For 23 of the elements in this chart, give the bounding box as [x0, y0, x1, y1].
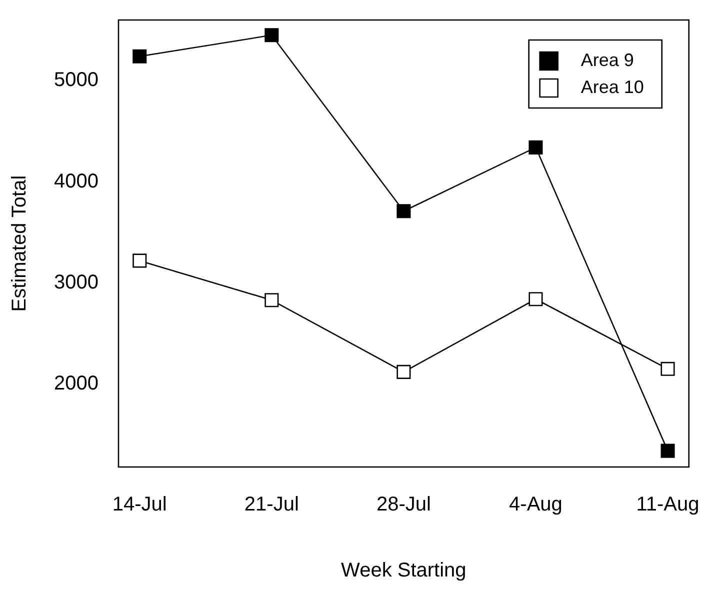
point: [396, 364, 411, 379]
y-tick-label: 4000: [54, 170, 98, 192]
point: [660, 444, 675, 458]
point: [528, 140, 543, 154]
y-tick-label: 3000: [54, 271, 98, 294]
x-tick-label: 4-Aug: [509, 494, 562, 516]
point: [396, 204, 411, 218]
y-tick-label: 2000: [54, 372, 98, 395]
x-tick-label: 28-Jul: [376, 494, 431, 516]
x-axis-title: Week Starting: [341, 560, 466, 582]
point: [528, 292, 543, 306]
point: [132, 49, 147, 64]
x-tick-label: 11-Aug: [636, 494, 700, 516]
y-tick-label: 5000: [54, 69, 98, 92]
legend-label: Area 9: [580, 50, 634, 70]
point: [264, 293, 279, 308]
point: [264, 28, 279, 42]
point: [132, 254, 147, 268]
x-tick-label: 14-Jul: [112, 494, 167, 516]
point: [660, 362, 675, 376]
x-tick-label: 21-Jul: [244, 494, 299, 516]
legend-label: Area 10: [580, 76, 644, 97]
y-axis-title: Estimated Total: [8, 175, 31, 312]
